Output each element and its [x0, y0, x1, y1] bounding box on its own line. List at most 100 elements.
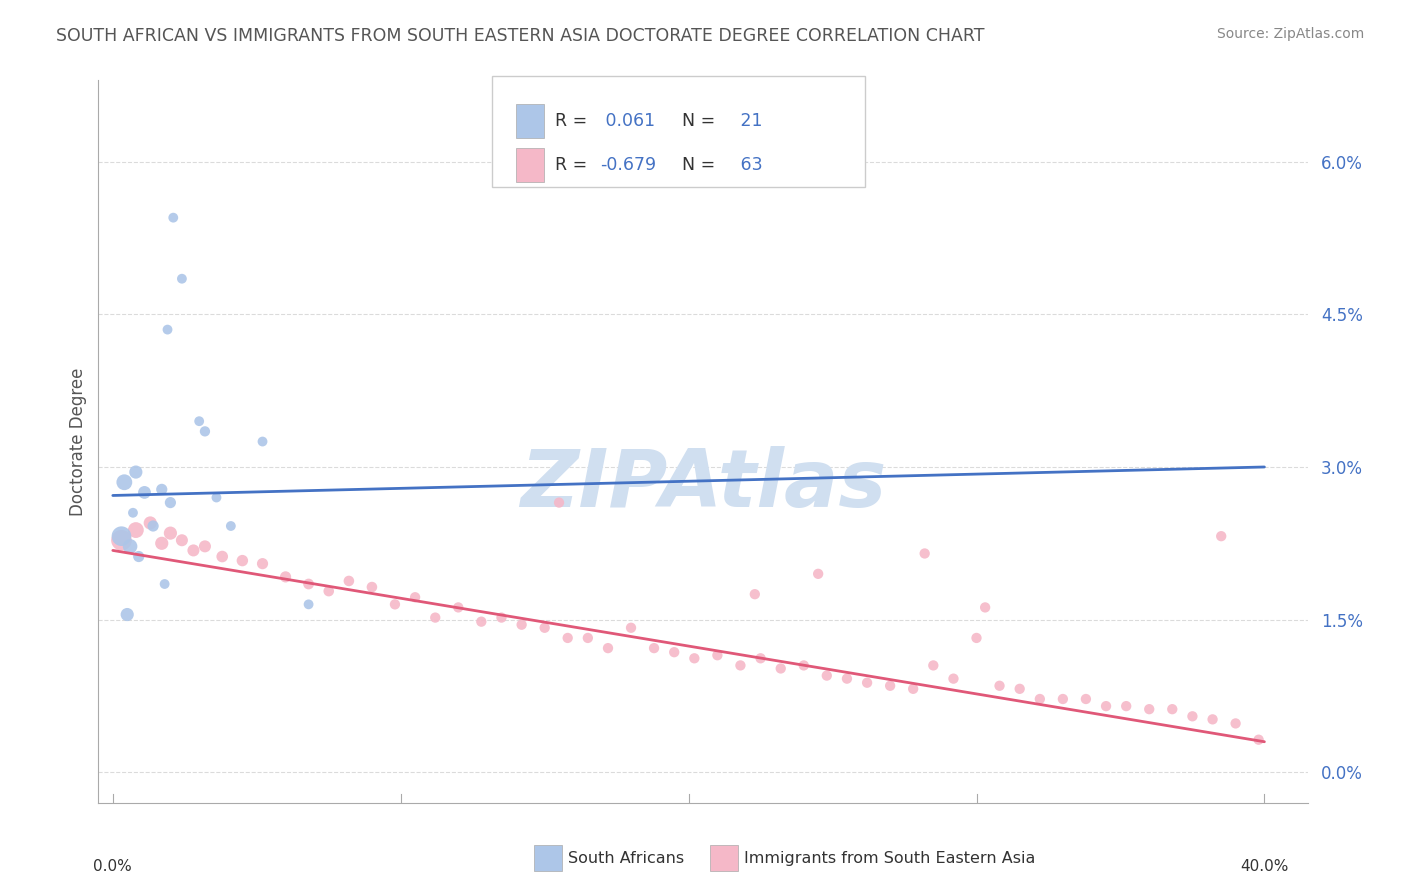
Text: N =: N = — [671, 112, 720, 130]
Point — [425, 610, 447, 624]
Text: -0.679: -0.679 — [600, 156, 657, 175]
Point — [211, 549, 233, 564]
Point — [1029, 692, 1052, 706]
Text: 0.061: 0.061 — [600, 112, 655, 130]
Point — [1095, 699, 1118, 714]
Point — [1181, 709, 1204, 723]
Point — [115, 607, 138, 622]
Text: South Africans: South Africans — [568, 851, 685, 865]
Point — [793, 658, 815, 673]
Point — [596, 641, 619, 656]
Text: N =: N = — [671, 156, 720, 175]
Point — [643, 641, 665, 656]
Point — [576, 631, 599, 645]
Point — [491, 610, 513, 624]
Point — [664, 645, 686, 659]
Point — [252, 434, 274, 449]
Point — [966, 631, 988, 645]
Y-axis label: Doctorate Degree: Doctorate Degree — [69, 368, 87, 516]
Text: SOUTH AFRICAN VS IMMIGRANTS FROM SOUTH EASTERN ASIA DOCTORATE DEGREE CORRELATION: SOUTH AFRICAN VS IMMIGRANTS FROM SOUTH E… — [56, 27, 984, 45]
Point — [922, 658, 945, 673]
Point — [744, 587, 766, 601]
Point — [1052, 692, 1074, 706]
Point — [134, 485, 156, 500]
Point — [142, 519, 165, 533]
Point — [112, 475, 135, 490]
Point — [557, 631, 579, 645]
Point — [156, 323, 179, 337]
Point — [1211, 529, 1233, 543]
Point — [1247, 732, 1270, 747]
Point — [1201, 712, 1223, 726]
Point — [188, 414, 211, 428]
Point — [122, 506, 145, 520]
Point — [110, 533, 132, 548]
Point — [205, 491, 228, 505]
Point — [384, 598, 406, 612]
Point — [194, 425, 217, 439]
Point — [942, 672, 965, 686]
Point — [749, 651, 772, 665]
Point — [125, 465, 148, 479]
Point — [183, 543, 205, 558]
Point — [974, 600, 997, 615]
Point — [404, 591, 426, 605]
Point — [769, 661, 792, 675]
Point — [1074, 692, 1097, 706]
Point — [150, 483, 173, 497]
Point — [337, 574, 360, 588]
Text: 63: 63 — [735, 156, 763, 175]
Point — [110, 529, 132, 543]
Point — [252, 557, 274, 571]
Point — [807, 566, 830, 581]
Point — [879, 679, 901, 693]
Point — [1137, 702, 1160, 716]
Point — [153, 577, 176, 591]
Point — [170, 271, 193, 285]
Point — [139, 516, 162, 530]
Point — [219, 519, 242, 533]
Point — [901, 681, 924, 696]
Point — [297, 577, 319, 591]
Text: R =: R = — [555, 112, 593, 130]
Text: 21: 21 — [735, 112, 763, 130]
Text: 0.0%: 0.0% — [93, 859, 132, 874]
Point — [1161, 702, 1184, 716]
Point — [318, 584, 340, 599]
Text: Source: ZipAtlas.com: Source: ZipAtlas.com — [1216, 27, 1364, 41]
Point — [835, 672, 858, 686]
Point — [162, 211, 184, 225]
Point — [150, 536, 173, 550]
Point — [297, 598, 319, 612]
Text: ZIPAtlas: ZIPAtlas — [520, 446, 886, 524]
Text: R =: R = — [555, 156, 593, 175]
Point — [533, 621, 555, 635]
Point — [159, 526, 181, 541]
Point — [1008, 681, 1031, 696]
Point — [856, 675, 879, 690]
Point — [128, 549, 150, 564]
Point — [159, 495, 181, 509]
Point — [120, 540, 142, 554]
Point — [1225, 716, 1247, 731]
Point — [510, 617, 533, 632]
Point — [706, 648, 728, 663]
Point — [194, 540, 217, 554]
Text: Immigrants from South Eastern Asia: Immigrants from South Eastern Asia — [744, 851, 1035, 865]
Point — [988, 679, 1011, 693]
Point — [914, 546, 936, 560]
Point — [620, 621, 643, 635]
Point — [274, 570, 297, 584]
Point — [815, 668, 838, 682]
Point — [683, 651, 706, 665]
Text: 40.0%: 40.0% — [1240, 859, 1288, 874]
Point — [125, 523, 148, 537]
Point — [231, 553, 253, 567]
Point — [470, 615, 492, 629]
Point — [1115, 699, 1137, 714]
Point — [447, 600, 470, 615]
Point — [730, 658, 752, 673]
Point — [361, 580, 384, 594]
Point — [170, 533, 193, 548]
Point — [548, 495, 571, 509]
